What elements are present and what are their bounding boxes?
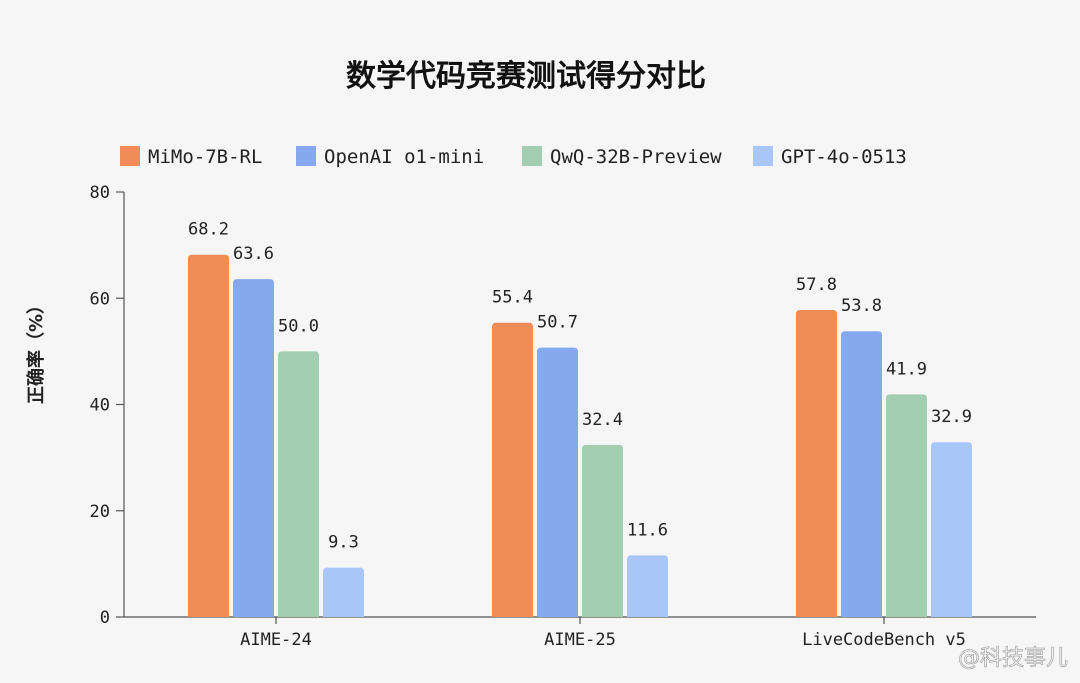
data-label: 41.9 [886, 359, 927, 379]
data-label: 32.9 [931, 407, 972, 427]
data-label: 57.8 [796, 275, 837, 295]
axes: 0 20 40 60 80 AIME-24 AIME-25 LiveCodeBench v5 [90, 183, 1036, 650]
legend-label: QwQ-32B-Preview [550, 146, 722, 168]
data-label: 32.4 [582, 410, 623, 430]
legend-item: QwQ-32B-Preview [522, 146, 722, 168]
x-category-label: AIME-25 [544, 630, 616, 650]
data-label: 9.3 [328, 533, 359, 553]
data-label: 50.7 [537, 313, 578, 333]
legend: MiMo-7B-RL OpenAI o1-mini QwQ-32B-Preview G… [120, 146, 907, 168]
legend-swatch [753, 146, 773, 166]
legend-label: GPT-4o-0513 [781, 146, 907, 168]
bar [537, 347, 578, 617]
bar [188, 254, 229, 617]
bar [233, 279, 274, 617]
legend-swatch [120, 146, 140, 166]
y-tick-label: 0 [100, 608, 110, 628]
bar [323, 567, 364, 617]
y-axis-label: 正确率（%） [25, 296, 47, 404]
data-label: 68.2 [188, 220, 229, 240]
bar [582, 444, 623, 617]
bar [841, 331, 882, 617]
legend-label: MiMo-7B-RL [148, 146, 262, 168]
y-tick-label: 40 [90, 396, 110, 416]
legend-item: OpenAI o1-mini [296, 146, 484, 168]
bar [796, 309, 837, 617]
bar [492, 322, 533, 617]
legend-label: OpenAI o1-mini [324, 146, 484, 168]
data-label: 50.0 [278, 316, 319, 336]
data-label: 53.8 [841, 296, 882, 316]
legend-item: GPT-4o-0513 [753, 146, 907, 168]
y-tick-label: 60 [90, 289, 110, 309]
bar [886, 394, 927, 617]
bars: 68.263.6 50.0 9.3 55.450.7 32.4 11.6 57.853.8 4… [188, 220, 972, 617]
legend-swatch [522, 146, 542, 166]
bar [278, 351, 319, 617]
legend-item: MiMo-7B-RL [120, 146, 262, 168]
data-label: 55.4 [492, 288, 533, 308]
bar [931, 442, 972, 617]
x-category-label: AIME-24 [240, 630, 312, 650]
y-tick-label: 20 [90, 502, 110, 522]
bar [627, 555, 668, 617]
data-label: 11.6 [627, 520, 668, 540]
legend-swatch [296, 146, 316, 166]
watermark: @科技事儿 [958, 646, 1068, 671]
chart-title: 数学代码竞赛测试得分对比 [346, 59, 706, 94]
y-tick-label: 80 [90, 183, 110, 203]
x-category-label: LiveCodeBench v5 [802, 630, 966, 650]
data-label: 63.6 [233, 244, 274, 264]
